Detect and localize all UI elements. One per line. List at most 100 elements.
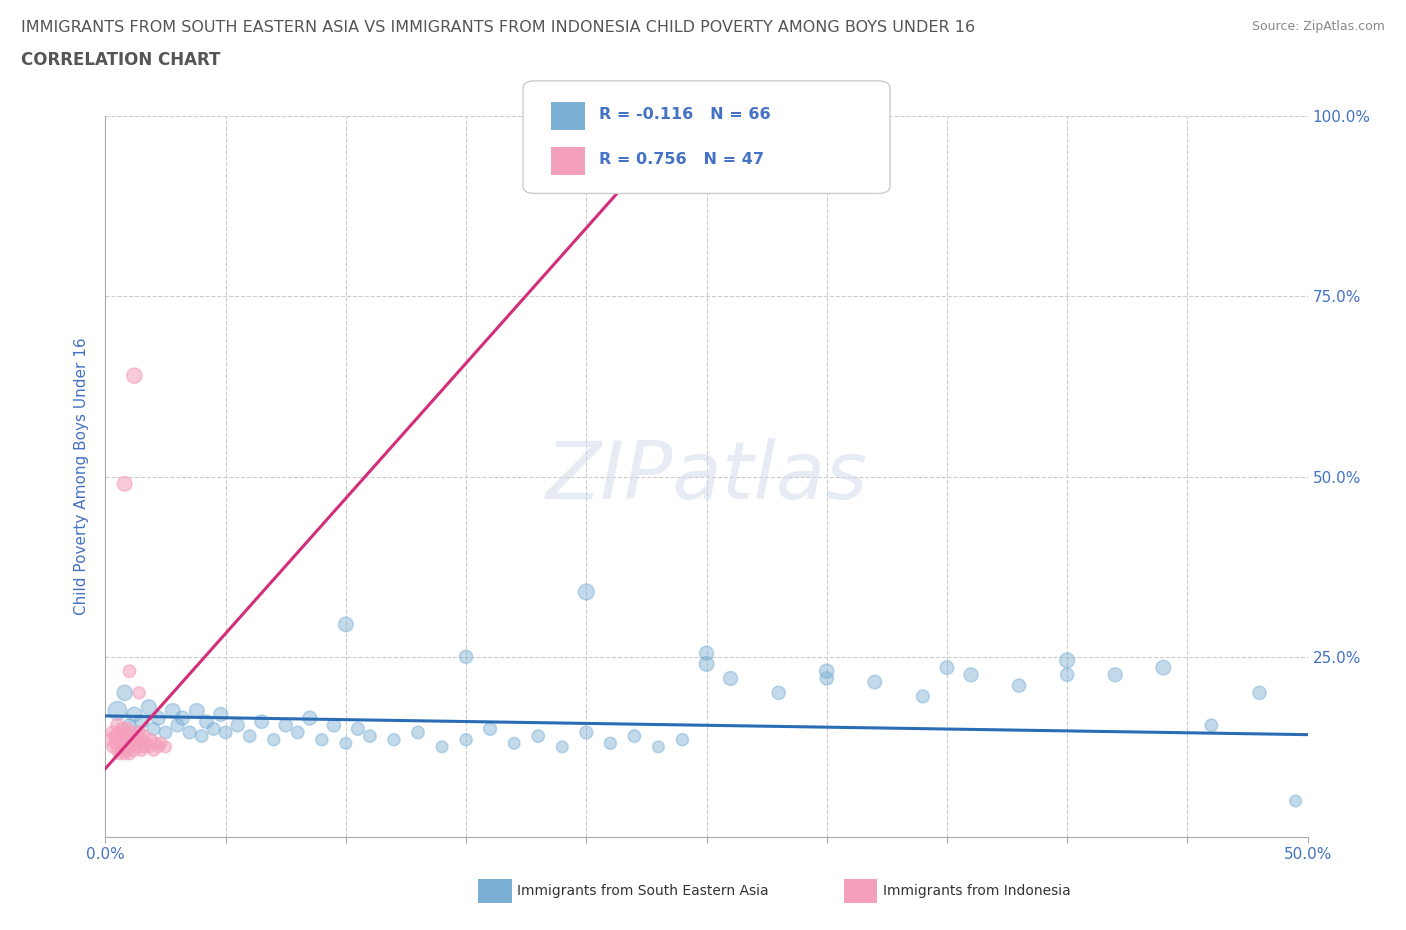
Point	[108, 725, 131, 740]
Point	[696, 645, 718, 660]
Point	[131, 743, 153, 758]
Point	[115, 732, 138, 747]
Point	[101, 725, 124, 740]
Point	[430, 739, 453, 754]
Point	[209, 707, 232, 722]
Point	[124, 707, 146, 722]
Point	[138, 739, 160, 754]
Point	[148, 739, 170, 754]
Point	[108, 736, 131, 751]
Point	[696, 657, 718, 671]
Point	[551, 739, 574, 754]
Point	[132, 729, 155, 744]
Text: R = 0.756   N = 47: R = 0.756 N = 47	[599, 152, 763, 167]
Point	[118, 664, 141, 679]
Point	[155, 739, 177, 754]
Point	[135, 736, 157, 751]
Point	[108, 747, 131, 762]
Point	[298, 711, 321, 725]
Point	[98, 732, 121, 747]
Point	[195, 714, 218, 729]
Point	[114, 736, 136, 751]
Point	[128, 685, 150, 700]
Point	[114, 685, 136, 700]
Point	[107, 729, 129, 744]
Text: ZIPatlas: ZIPatlas	[546, 438, 868, 515]
Point	[166, 718, 188, 733]
Point	[148, 711, 170, 725]
Point	[111, 722, 134, 737]
Point	[104, 729, 127, 744]
Point	[124, 743, 146, 758]
Point	[115, 722, 138, 737]
Point	[138, 700, 160, 715]
Point	[647, 739, 669, 754]
Point	[815, 671, 838, 686]
Point	[128, 725, 150, 740]
Point	[111, 732, 134, 747]
Point	[599, 736, 621, 751]
Point	[263, 732, 285, 747]
Point	[107, 703, 129, 718]
Point	[139, 732, 162, 747]
Point	[131, 714, 153, 729]
Point	[960, 668, 983, 683]
Point	[936, 660, 959, 675]
Point	[359, 729, 381, 744]
Point	[226, 718, 249, 733]
Point	[145, 736, 167, 751]
Point	[121, 736, 143, 751]
Point	[250, 714, 273, 729]
Point	[132, 739, 155, 754]
Point	[115, 743, 138, 758]
Point	[863, 674, 886, 689]
Point	[335, 617, 357, 631]
Point	[107, 743, 129, 758]
Text: Immigrants from South Eastern Asia: Immigrants from South Eastern Asia	[517, 884, 769, 898]
Point	[911, 689, 934, 704]
Point	[114, 747, 136, 762]
Y-axis label: Child Poverty Among Boys Under 16: Child Poverty Among Boys Under 16	[75, 338, 90, 616]
Point	[274, 718, 297, 733]
Point	[479, 722, 502, 737]
Point	[114, 725, 136, 740]
Point	[128, 736, 150, 751]
Point	[162, 703, 184, 718]
Point	[720, 671, 742, 686]
Point	[311, 732, 333, 747]
Point	[118, 729, 141, 744]
Point	[454, 732, 477, 747]
Point	[107, 718, 129, 733]
Point	[1152, 660, 1174, 675]
Point	[335, 736, 357, 751]
Point	[214, 725, 236, 740]
Point	[671, 732, 693, 747]
Text: IMMIGRANTS FROM SOUTH EASTERN ASIA VS IMMIGRANTS FROM INDONESIA CHILD POVERTY AM: IMMIGRANTS FROM SOUTH EASTERN ASIA VS IM…	[21, 20, 976, 35]
Point	[768, 685, 790, 700]
Point	[527, 729, 550, 744]
Point	[124, 368, 146, 383]
Point	[124, 732, 146, 747]
Point	[287, 725, 309, 740]
Point	[155, 725, 177, 740]
Point	[104, 736, 127, 751]
Point	[623, 729, 645, 744]
Point	[131, 732, 153, 747]
Point	[149, 736, 172, 751]
Text: Source: ZipAtlas.com: Source: ZipAtlas.com	[1251, 20, 1385, 33]
Point	[454, 649, 477, 664]
Point	[125, 739, 148, 754]
Point	[186, 703, 208, 718]
Point	[503, 736, 526, 751]
Point	[101, 739, 124, 754]
Text: CORRELATION CHART: CORRELATION CHART	[21, 51, 221, 69]
Point	[125, 729, 148, 744]
Point	[1008, 678, 1031, 693]
Point	[382, 732, 405, 747]
Point	[118, 718, 141, 733]
Point	[347, 722, 370, 737]
Point	[179, 725, 201, 740]
Text: R = -0.116   N = 66: R = -0.116 N = 66	[599, 107, 770, 123]
Point	[1056, 668, 1078, 683]
Point	[575, 585, 598, 600]
